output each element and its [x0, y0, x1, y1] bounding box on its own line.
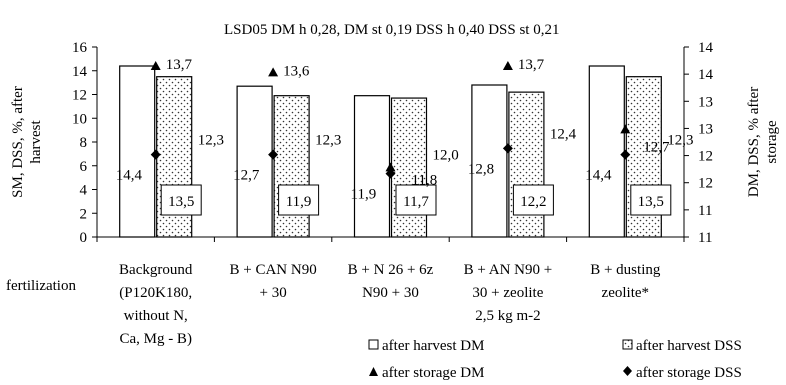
- y-tick-label-left: 12: [72, 88, 87, 104]
- legend-label: after harvest DSS: [636, 338, 742, 354]
- y-tick-label-left: 14: [72, 64, 88, 80]
- x-category-label: B + CAN N90: [229, 262, 316, 278]
- x-category-label: zeolite*: [602, 285, 649, 301]
- legend-label: after harvest DM: [382, 338, 484, 354]
- data-label-dss: 13,5: [168, 194, 194, 210]
- data-label-dm: 14,4: [585, 168, 612, 184]
- marker-after-storage-dm: [620, 124, 631, 134]
- y-axis-title-left: SM, DSS, %, after harvest: [10, 86, 44, 198]
- marker-after-storage-dss: [268, 149, 279, 160]
- legend-symbol-storage-dm: [369, 367, 378, 376]
- y-tick-label-right: 13: [698, 121, 713, 137]
- x-category-label: (P120K180,: [119, 285, 192, 301]
- bar-after-harvest-dss: [390, 97, 428, 238]
- y-tick-label-right: 11: [698, 230, 712, 246]
- data-label-dm: 11,9: [351, 187, 377, 203]
- y-axis-title-right: DM, DSS, % after storage: [746, 87, 780, 197]
- legend-symbol-dm: [368, 339, 379, 350]
- marker-after-storage-dss: [620, 149, 631, 160]
- data-label-storage-dss: 12,3: [667, 133, 693, 149]
- marker-after-storage-dss: [150, 149, 161, 160]
- x-category-label: Background: [119, 262, 193, 278]
- data-label-dm: 14,4: [116, 168, 143, 184]
- marker-after-storage-dm: [385, 162, 396, 172]
- y-tick-label-right: 13: [698, 94, 713, 110]
- data-label-dm: 12,8: [468, 161, 494, 177]
- plot-area: 0 2 4 6 8 10 12 14 16 11 11 12 12 13 13 14 14 13,5 12,3 14,…: [72, 40, 714, 347]
- data-label-dm: 12,7: [233, 168, 260, 184]
- marker-after-storage-dm: [502, 61, 513, 70]
- data-label-box-dss: [278, 184, 320, 216]
- bar-after-harvest-dm: [588, 65, 625, 238]
- y-tick-label-left: 2: [80, 206, 88, 222]
- x-category-label: N90 + 30: [362, 285, 419, 301]
- y-tick-label-left: 16: [72, 40, 88, 56]
- data-label-storage-dm: 13,6: [283, 63, 310, 79]
- legend-symbol-dss: [622, 339, 633, 350]
- data-label-dss: 13,5: [638, 194, 664, 210]
- bar-after-harvest-dm: [471, 84, 508, 238]
- bar-after-harvest-dm: [236, 85, 273, 238]
- data-label-dss: 12,2: [520, 194, 546, 210]
- bar-after-harvest-dss: [273, 95, 310, 238]
- y-tick-label-left: 4: [80, 183, 88, 199]
- lsd-annotation: LSD05 DM h 0,28, DM st 0,19 DSS h 0,40 D…: [224, 22, 559, 38]
- x-category-label: + 30: [259, 285, 286, 301]
- x-category-label: B + AN N90 +: [464, 262, 553, 278]
- legend: after harvest DM after harvest DSS after s…: [368, 338, 742, 381]
- y-tick-label-right: 11: [698, 203, 712, 219]
- legend-label: after storage DSS: [636, 365, 742, 381]
- data-label-box-dss: [395, 184, 437, 216]
- data-label-dss: 11,9: [286, 194, 312, 210]
- bar-after-harvest-dm: [353, 95, 391, 238]
- bar-after-harvest-dm: [119, 65, 156, 238]
- y-tick-label-left: 0: [80, 230, 88, 246]
- x-category-label: 2,5 kg m-2: [475, 308, 540, 324]
- data-label-dss: 11,7: [403, 194, 429, 210]
- x-category-label: B + N 26 + 6z: [348, 262, 434, 278]
- data-label-storage-dm: 13,7: [518, 57, 545, 73]
- y-tick-label-right: 14: [698, 40, 714, 56]
- data-label-box-dss: [160, 184, 202, 216]
- x-category-label: Ca, Mg - B): [119, 331, 192, 347]
- data-label-storage-dss: 12,0: [433, 148, 459, 164]
- data-label-box-dss: [630, 184, 672, 216]
- data-label-box-dss: [512, 184, 554, 216]
- data-label-storage-dss: 12,3: [198, 133, 224, 149]
- data-label-storage-dm: 12,7: [643, 139, 670, 155]
- data-label-storage-dm: 13,7: [166, 57, 193, 73]
- x-category-label: 30 + zeolite: [472, 285, 543, 301]
- marker-after-storage-dm: [150, 61, 161, 70]
- y-tick-label-right: 12: [698, 176, 713, 192]
- x-axis-title: fertilization: [6, 278, 76, 294]
- legend-label: after storage DM: [382, 365, 484, 381]
- x-category-label: B + dusting: [590, 262, 661, 278]
- marker-after-storage-dm: [268, 67, 279, 77]
- data-label-storage-dm: 11,8: [412, 172, 438, 188]
- y-tick-label-right: 12: [698, 149, 713, 165]
- legend-symbol-storage-dss: [623, 366, 632, 376]
- data-label-storage-dss: 12,4: [550, 126, 577, 142]
- x-category-label: without N,: [124, 308, 188, 324]
- y-tick-label-left: 6: [80, 159, 88, 175]
- y-tick-label-left: 10: [72, 111, 87, 127]
- data-label-storage-dss: 12,3: [315, 133, 341, 149]
- y-tick-label-left: 8: [80, 135, 88, 151]
- marker-after-storage-dss: [502, 143, 513, 154]
- y-tick-label-right: 14: [698, 67, 714, 83]
